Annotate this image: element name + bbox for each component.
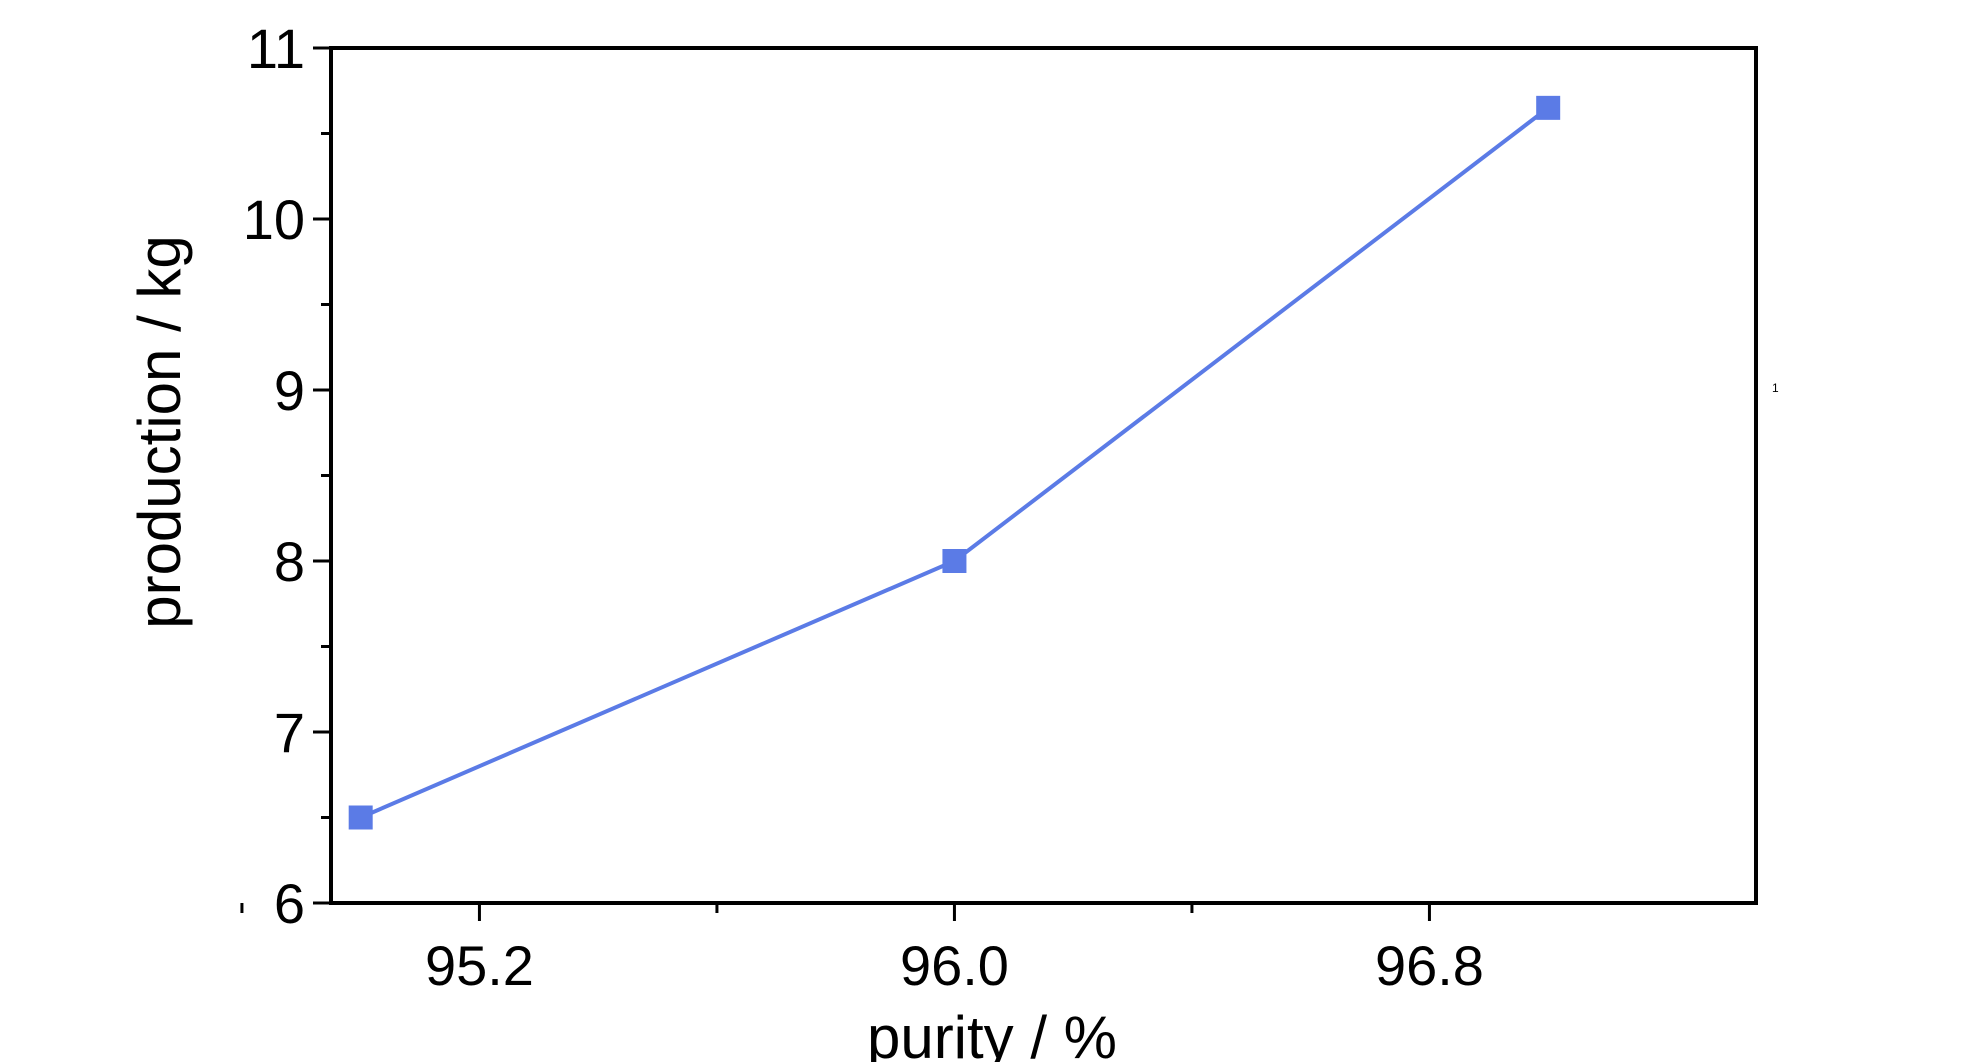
y-axis-title: production / kg: [126, 235, 193, 629]
x-tick-label: 95.2: [425, 934, 534, 997]
data-point-marker: [1536, 95, 1561, 120]
y-tick-label: 9: [274, 359, 305, 422]
x-tick-label: 96.0: [900, 934, 1009, 997]
data-point-marker: [942, 549, 967, 573]
tick-labels: 6 7 8 9 10 11 95.2 96.0 96.8: [243, 17, 1484, 997]
plot-frame: [329, 46, 1758, 905]
axis-ticks: [240, 46, 1431, 921]
y-tick-label: 6: [274, 872, 305, 935]
y-tick-label: 11: [247, 17, 305, 80]
series-layer: [348, 95, 1561, 830]
data-point-marker: [348, 805, 373, 830]
series-line: [359, 106, 1550, 820]
x-tick-label: 96.8: [1375, 934, 1484, 997]
y-tick-label: 8: [274, 530, 305, 593]
x-axis-title: purity / %: [867, 1004, 1117, 1062]
annotation-text: 1: [1772, 381, 1779, 395]
y-tick-label: 10: [243, 188, 305, 251]
y-tick-label: 7: [274, 701, 305, 764]
